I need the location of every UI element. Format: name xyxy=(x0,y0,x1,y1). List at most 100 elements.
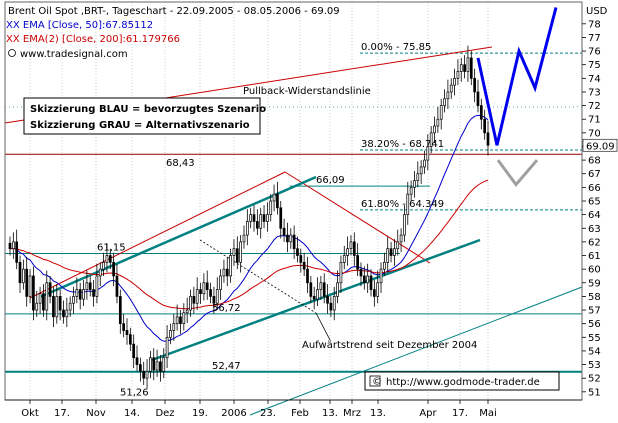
candle xyxy=(85,270,89,300)
candle xyxy=(376,270,380,304)
candle xyxy=(466,45,470,82)
candle xyxy=(479,98,483,130)
candle xyxy=(229,248,232,283)
candle xyxy=(169,323,172,345)
candle-body xyxy=(459,64,463,72)
candle xyxy=(242,225,246,249)
axes: 5152535455565758596061626364656667686970… xyxy=(4,1,618,419)
candle-body xyxy=(302,261,306,270)
candle xyxy=(483,109,487,140)
annotation-pullback: Pullback-Widerstandslinie xyxy=(243,86,371,97)
candle-body xyxy=(396,241,400,250)
candle-body xyxy=(8,242,12,250)
candle-body xyxy=(436,118,440,127)
candle-body xyxy=(463,64,466,72)
scenario-sketches xyxy=(476,7,558,188)
candle-body xyxy=(383,261,386,270)
legend-ema200: XX EMA(2) [Close, 200]:61.179766 xyxy=(6,34,180,45)
candle xyxy=(98,262,102,287)
candle-body xyxy=(162,357,166,372)
x-tick-label: 14. xyxy=(124,408,140,419)
blue-scenario xyxy=(476,7,558,146)
candle xyxy=(225,256,229,287)
annotation-leader xyxy=(315,312,331,341)
candle-body xyxy=(95,275,99,297)
candle xyxy=(199,282,202,304)
candle-body xyxy=(309,282,313,297)
fib-label: 38.20% - 68.741 xyxy=(361,139,444,150)
candle-body xyxy=(389,248,393,256)
y-tick-label: 52 xyxy=(588,374,601,385)
label-56-72: 56,72 xyxy=(212,303,241,314)
y-tick-label: 64 xyxy=(588,210,601,221)
candle xyxy=(469,51,473,86)
candle-body xyxy=(48,282,52,297)
candle-body xyxy=(403,214,406,236)
candle-body xyxy=(65,309,69,318)
candle xyxy=(78,282,82,310)
footer-url[interactable]: http://www.godmode-trader.de xyxy=(386,377,540,388)
candle-body xyxy=(82,289,85,300)
candle xyxy=(105,243,109,273)
candle xyxy=(55,284,59,324)
candle xyxy=(192,286,196,314)
candle xyxy=(329,296,333,317)
teal-trend-upper xyxy=(39,175,317,299)
candle xyxy=(149,350,152,379)
candle-body xyxy=(118,296,122,325)
candle xyxy=(155,349,159,377)
candle-body xyxy=(469,57,473,79)
footer-box[interactable]: © http://www.godmode-trader.de xyxy=(364,371,560,391)
candle xyxy=(272,184,276,212)
candle-body xyxy=(108,255,112,263)
legend-ema50: XX EMA [Close, 50]:67.85112 xyxy=(6,20,153,31)
ema-200-line xyxy=(9,179,489,310)
candle xyxy=(28,269,32,304)
candle xyxy=(413,171,416,198)
y-tick-label: 55 xyxy=(588,333,601,344)
candle-body xyxy=(306,268,309,284)
candle-body xyxy=(195,289,199,304)
candle xyxy=(182,303,186,331)
candle xyxy=(446,79,450,109)
x-tick-label: Dez xyxy=(155,408,174,419)
candle-body xyxy=(125,330,129,335)
candle xyxy=(18,255,22,294)
candle xyxy=(139,357,142,382)
candle-body xyxy=(139,364,142,372)
y-tick-label: 53 xyxy=(588,360,601,371)
candle xyxy=(58,289,62,321)
candle-body xyxy=(55,296,59,318)
candle xyxy=(245,209,249,246)
candle-body xyxy=(316,289,319,300)
candle xyxy=(456,59,460,86)
candle xyxy=(45,270,49,321)
candle xyxy=(102,252,105,276)
candle xyxy=(403,205,406,242)
candle-body xyxy=(105,255,109,263)
candle xyxy=(162,348,166,379)
candle-body xyxy=(379,268,383,284)
candle xyxy=(453,68,456,96)
candle-body xyxy=(473,77,476,93)
candle-body xyxy=(346,248,349,256)
candle xyxy=(419,160,423,184)
candle-body xyxy=(52,296,55,318)
candle-body xyxy=(326,296,329,304)
candle xyxy=(92,280,95,307)
y-tick-label: 76 xyxy=(588,47,601,58)
candle xyxy=(379,262,383,294)
candle-body xyxy=(222,268,226,277)
y-tick-label: 74 xyxy=(588,74,601,85)
chart-title: Brent Oil Spot ,BRT-, Tageschart - 22.09… xyxy=(8,6,340,17)
candle xyxy=(443,89,446,113)
candle-body xyxy=(62,309,65,318)
candle xyxy=(282,218,286,242)
candle-body xyxy=(386,248,390,263)
candle-body xyxy=(128,334,132,345)
candle xyxy=(219,269,222,300)
candle-body xyxy=(145,371,149,379)
x-tick-label: Nov xyxy=(86,408,106,419)
grey-scenario xyxy=(496,159,539,188)
